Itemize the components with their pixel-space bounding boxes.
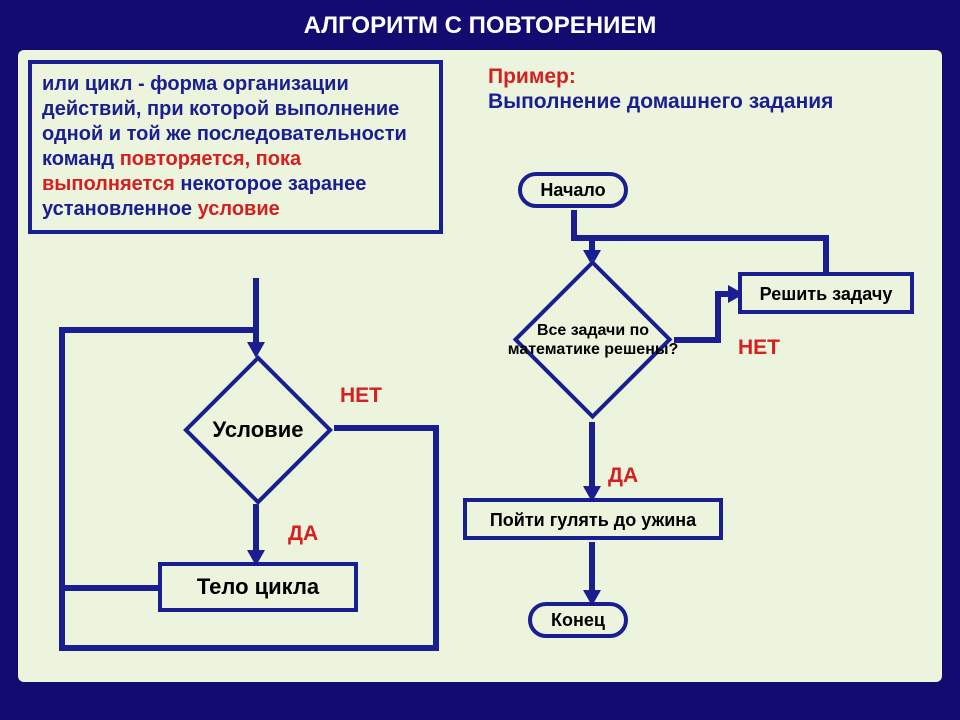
right-decision-label: Все задачи по математике решены? bbox=[493, 260, 693, 420]
def-part4: условие bbox=[198, 198, 280, 220]
definition-box: или цикл - форма организации действий, п… bbox=[28, 60, 443, 234]
content-panel: или цикл - форма организации действий, п… bbox=[18, 50, 942, 682]
right-no-label: НЕТ bbox=[738, 336, 780, 360]
example-label: Пример: bbox=[488, 65, 576, 88]
start-terminal: Начало bbox=[518, 172, 628, 208]
right-decision: Все задачи по математике решены? bbox=[513, 260, 673, 420]
example-text: Выполнение домашнего задания bbox=[488, 90, 833, 113]
solve-task-box: Решить задачу bbox=[738, 272, 914, 314]
left-decision: Условие bbox=[183, 355, 333, 505]
loop-body-box: Тело цикла bbox=[158, 562, 358, 612]
right-yes-label: ДА bbox=[608, 464, 638, 488]
page-title: АЛГОРИТМ С ПОВТОРЕНИЕМ bbox=[0, 12, 960, 40]
left-yes-label: ДА bbox=[288, 522, 318, 546]
left-decision-label: Условие bbox=[164, 355, 352, 505]
walk-box: Пойти гулять до ужина bbox=[463, 498, 723, 540]
left-no-label: НЕТ bbox=[340, 384, 382, 408]
end-terminal: Конец bbox=[528, 602, 628, 638]
example-header: Пример: Выполнение домашнего задания bbox=[488, 64, 833, 114]
